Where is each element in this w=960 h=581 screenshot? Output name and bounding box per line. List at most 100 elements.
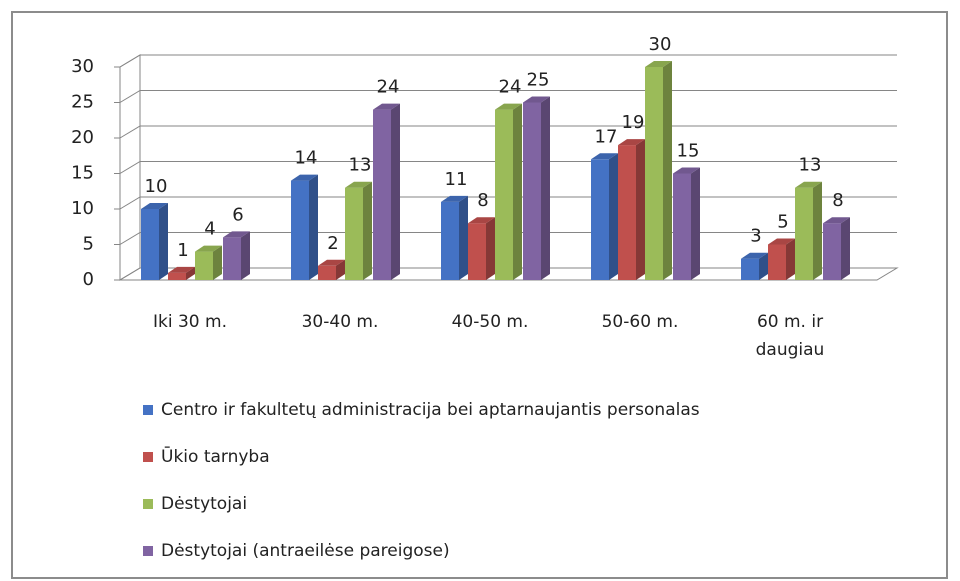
data-label: 19 <box>622 112 645 133</box>
bar-group <box>168 266 195 280</box>
x-tick-label: 50-60 m. <box>602 312 679 332</box>
y-tick-label: 0 <box>83 269 94 290</box>
bar-group <box>645 61 672 280</box>
data-label: 15 <box>677 141 700 162</box>
bar-side <box>541 96 550 280</box>
grid-line <box>119 90 897 103</box>
y-tick-label: 5 <box>83 234 94 255</box>
bar-group <box>195 245 222 280</box>
bar-top <box>591 153 618 160</box>
bar-top <box>223 231 250 238</box>
y-tick-label: 15 <box>71 163 94 184</box>
bar <box>645 67 663 280</box>
legend-swatch <box>143 499 153 509</box>
bar-side <box>786 238 795 280</box>
bar-top <box>673 167 700 174</box>
bar <box>495 109 513 280</box>
bar-group <box>795 181 822 280</box>
legend-label: Ūkio tarnyba <box>161 445 270 467</box>
bar <box>741 258 759 280</box>
bar-side <box>813 181 822 280</box>
y-tick-label: 30 <box>71 56 94 77</box>
bar <box>673 173 691 280</box>
data-label: 13 <box>349 155 372 176</box>
bar-top <box>768 238 795 245</box>
grid-line <box>119 125 897 139</box>
bar <box>468 223 486 280</box>
bar-group <box>741 252 768 280</box>
data-label: 24 <box>377 77 400 98</box>
bar-top <box>373 103 400 110</box>
bar <box>441 201 459 280</box>
data-label: 1 <box>177 240 188 261</box>
bar-top <box>495 103 522 110</box>
data-label: 8 <box>832 190 843 211</box>
bar-side <box>609 153 618 280</box>
bar-group <box>291 174 318 280</box>
bar-group <box>768 238 795 280</box>
y-tick-label: 20 <box>71 127 94 148</box>
bar-group <box>468 217 495 280</box>
bar-side <box>391 103 400 280</box>
bar-side <box>186 266 195 280</box>
bar <box>768 244 786 280</box>
bar-top <box>618 139 645 146</box>
bar-side <box>663 61 672 280</box>
bar <box>168 272 186 280</box>
bar-group <box>441 195 468 280</box>
y-tick-label: 10 <box>71 198 94 219</box>
data-label: 10 <box>145 176 168 197</box>
bar-side <box>363 181 372 280</box>
bar <box>591 159 609 280</box>
bar <box>795 187 813 280</box>
bar <box>373 109 391 280</box>
data-label: 17 <box>595 126 618 147</box>
bar-group <box>345 181 372 280</box>
bar-group <box>823 217 850 280</box>
bar-group <box>523 96 550 280</box>
legend-swatch <box>143 405 153 415</box>
data-label: 4 <box>204 219 215 240</box>
grid-line <box>119 54 897 68</box>
bar <box>141 209 159 280</box>
bar-side <box>636 139 645 280</box>
bar-side <box>241 231 250 280</box>
data-label: 3 <box>750 226 761 247</box>
bar-side <box>759 252 768 280</box>
data-label: 30 <box>649 34 672 55</box>
bar-top <box>318 259 345 266</box>
bar-top <box>823 217 850 224</box>
bar-side <box>309 174 318 280</box>
bar-side <box>691 167 700 280</box>
bar-group <box>673 167 700 280</box>
bar-group <box>591 153 618 280</box>
bar-group <box>373 103 400 280</box>
legend-label: Centro ir fakultetų administracija bei a… <box>161 400 700 420</box>
bar-group <box>495 103 522 280</box>
bar-top <box>195 245 222 252</box>
bar-group <box>618 139 645 280</box>
bar-top <box>741 252 768 259</box>
bar-side <box>213 245 222 280</box>
bar-top <box>795 181 822 188</box>
data-label: 24 <box>499 77 522 98</box>
bar-top <box>168 266 195 273</box>
data-label: 8 <box>477 190 488 211</box>
bar <box>223 237 241 280</box>
bar-side <box>841 217 850 280</box>
x-tick-label: 40-50 m. <box>452 312 529 332</box>
bar <box>291 180 309 280</box>
bar-group <box>223 231 250 280</box>
data-label: 6 <box>232 204 243 225</box>
data-label: 25 <box>527 70 550 91</box>
bar <box>523 102 541 280</box>
bar-top <box>645 61 672 67</box>
y-tick-label: 25 <box>71 92 94 113</box>
chart-border <box>11 11 948 579</box>
legend-swatch <box>143 546 153 556</box>
bar <box>345 187 363 280</box>
x-tick-label: 30-40 m. <box>302 312 379 332</box>
bar-side <box>459 195 468 280</box>
x-tick-label: 60 m. ir daugiau <box>756 312 825 360</box>
